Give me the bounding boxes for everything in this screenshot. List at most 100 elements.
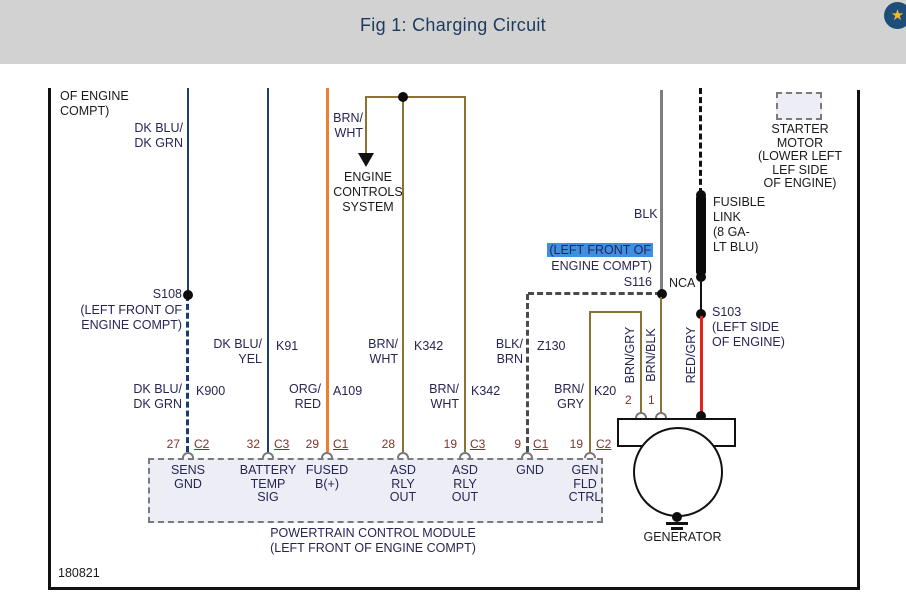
doc-number: 180821 — [58, 566, 100, 580]
label-circuit-a109: A109 — [333, 384, 363, 398]
splice-s108-dot — [183, 290, 193, 300]
label-org-red: ORG/ RED — [289, 382, 321, 411]
top-left-note: OF ENGINE COMPT) — [60, 89, 129, 118]
wire-brnwht-k342-b — [464, 96, 466, 452]
label-s108: S108 — [152, 287, 182, 301]
selected-text-line2: ENGINE COMPT) — [551, 259, 652, 273]
pcm-conn-c2-a: C2 — [194, 437, 210, 451]
pcm-pin-27: 27 — [166, 437, 180, 451]
wire-redgry — [700, 316, 703, 415]
label-brn-gry: BRN/ GRY — [554, 382, 584, 411]
wire-dkblu-dkgrn-solid — [187, 88, 189, 295]
pcm-pin-bump-4 — [397, 452, 409, 458]
splice-s116-dot — [657, 289, 667, 299]
label-engine-controls-system: ENGINE CONTROLS SYSTEM — [333, 170, 403, 214]
wire-brnwht-branch — [365, 96, 367, 154]
label-dkblu-yel: DK BLU/ YEL — [213, 337, 262, 366]
label-brnwht-low: BRN/ WHT — [429, 382, 459, 411]
pcm-pin-bump-3 — [321, 452, 333, 458]
wire-brngry-k20-horizontal — [589, 311, 642, 313]
wire-brnwht-k342-a — [402, 96, 404, 452]
label-starter-motor: STARTER MOTOR (LOWER LEFT LEF SIDE OF EN… — [757, 122, 843, 190]
label-blk-brn: BLK/ BRN — [495, 337, 523, 366]
pcm-pin-28: 28 — [381, 437, 395, 451]
label-brnblk-vertical: BRN/BLK — [644, 328, 658, 382]
pcm-conn-c1-a: C1 — [333, 437, 349, 451]
wire-brnblk — [660, 297, 662, 415]
engine-controls-arrow-icon — [358, 153, 374, 167]
splice-dot-brnwht — [398, 92, 408, 102]
diagram-border-bottom — [48, 587, 860, 590]
label-s103-location: (LEFT SIDE OF ENGINE) — [712, 320, 785, 349]
generator-pin2-number: 2 — [625, 393, 632, 407]
label-brnwht-top: BRN/ WHT — [333, 111, 363, 140]
pcm-func-gnd: GND — [516, 463, 544, 477]
starter-motor-box — [776, 92, 822, 120]
label-brnwht-mid: BRN/ WHT — [368, 337, 398, 366]
pcm-pin-bump-5 — [459, 452, 471, 458]
label-circuit-k342-b: K342 — [471, 384, 501, 398]
figure-title: Fig 1: Charging Circuit — [360, 15, 546, 35]
diagram-border-right — [857, 90, 860, 589]
generator-terminal-box — [617, 418, 736, 447]
pcm-pin-19a: 19 — [443, 437, 457, 451]
favorite-star-icon[interactable]: ★ — [884, 2, 906, 29]
label-s103: S103 — [712, 305, 742, 319]
wire-org-red — [326, 88, 329, 452]
pcm-box — [148, 458, 603, 523]
label-circuit-k900: K900 — [196, 384, 226, 398]
label-brngry-vertical: BRN/GRY — [623, 326, 637, 384]
generator-pin1-bump — [655, 412, 667, 418]
pcm-func-gen-fld-ctrl: GEN FLD CTRL — [568, 463, 602, 504]
splice-s103-dot — [696, 309, 706, 319]
wire-starter-dashed — [699, 88, 702, 194]
label-s116: S116 — [623, 275, 652, 289]
fusible-link-bar — [696, 195, 706, 275]
label-redgry-vertical: RED/GRY — [684, 326, 698, 384]
pcm-func-sens-gnd: SENS GND — [170, 463, 206, 491]
pcm-pin-29: 29 — [305, 437, 319, 451]
label-circuit-k91: K91 — [276, 339, 299, 353]
pcm-pin-9: 9 — [514, 437, 521, 451]
generator-bplus-dot — [696, 411, 706, 421]
pcm-conn-c2-b: C2 — [596, 437, 612, 451]
label-dkblu-dkgrn-top: DK BLU/ DK GRN — [134, 121, 183, 150]
ground-bar-2 — [671, 527, 683, 530]
diagram-border-left — [48, 88, 51, 589]
label-s108-location: (LEFT FRONT OF ENGINE COMPT) — [80, 303, 182, 332]
pcm-func-asd-rly-out-a: ASD RLY OUT — [389, 463, 417, 504]
pcm-pin-bump-6 — [521, 452, 533, 458]
header-bar: Fig 1: Charging Circuit — [0, 0, 906, 64]
wire-dkblu-yel — [267, 88, 269, 452]
wire-blk — [660, 90, 663, 294]
pcm-conn-c3-a: C3 — [274, 437, 290, 451]
selected-text-line1[interactable]: (LEFT FRONT OF — [521, 243, 653, 258]
pcm-conn-c3-b: C3 — [470, 437, 486, 451]
ground-bar-1 — [666, 522, 688, 525]
wire-blkbrn-z130-vertical — [526, 294, 529, 452]
pcm-pin-19b: 19 — [569, 437, 583, 451]
wire-brnwht-bridge — [366, 96, 466, 98]
pcm-title: POWERTRAIN CONTROL MODULE (LEFT FRONT OF… — [270, 526, 476, 555]
generator-label: GENERATOR — [643, 530, 722, 544]
pcm-func-fused-b: FUSED B(+) — [305, 463, 349, 491]
pcm-func-asd-rly-out-b: ASD RLY OUT — [451, 463, 479, 504]
pcm-pin-bump-2 — [262, 452, 274, 458]
pcm-conn-c1-b: C1 — [533, 437, 549, 451]
pcm-pin-bump-1 — [182, 452, 194, 458]
generator-pin2-bump — [635, 412, 647, 418]
wire-fusible-to-s103 — [700, 277, 702, 313]
wire-brngry-k20-vertical — [589, 311, 591, 452]
label-circuit-z130: Z130 — [537, 339, 566, 353]
label-circuit-k342-a: K342 — [414, 339, 444, 353]
label-dkblu-dkgrn-2: DK BLU/ DK GRN — [133, 382, 182, 411]
label-nca: NCA — [669, 276, 696, 290]
pcm-func-battery-temp-sig: BATTERY TEMP SIG — [239, 463, 297, 504]
wire-blkbrn-z130-horizontal — [528, 292, 661, 295]
generator-circle — [633, 427, 723, 517]
label-circuit-k20: K20 — [594, 384, 617, 398]
label-blk: BLK — [634, 207, 658, 221]
wire-dkblu-dkgrn-dashed — [186, 295, 189, 452]
label-fusible-link: FUSIBLE LINK (8 GA- LT BLU) — [713, 195, 766, 254]
